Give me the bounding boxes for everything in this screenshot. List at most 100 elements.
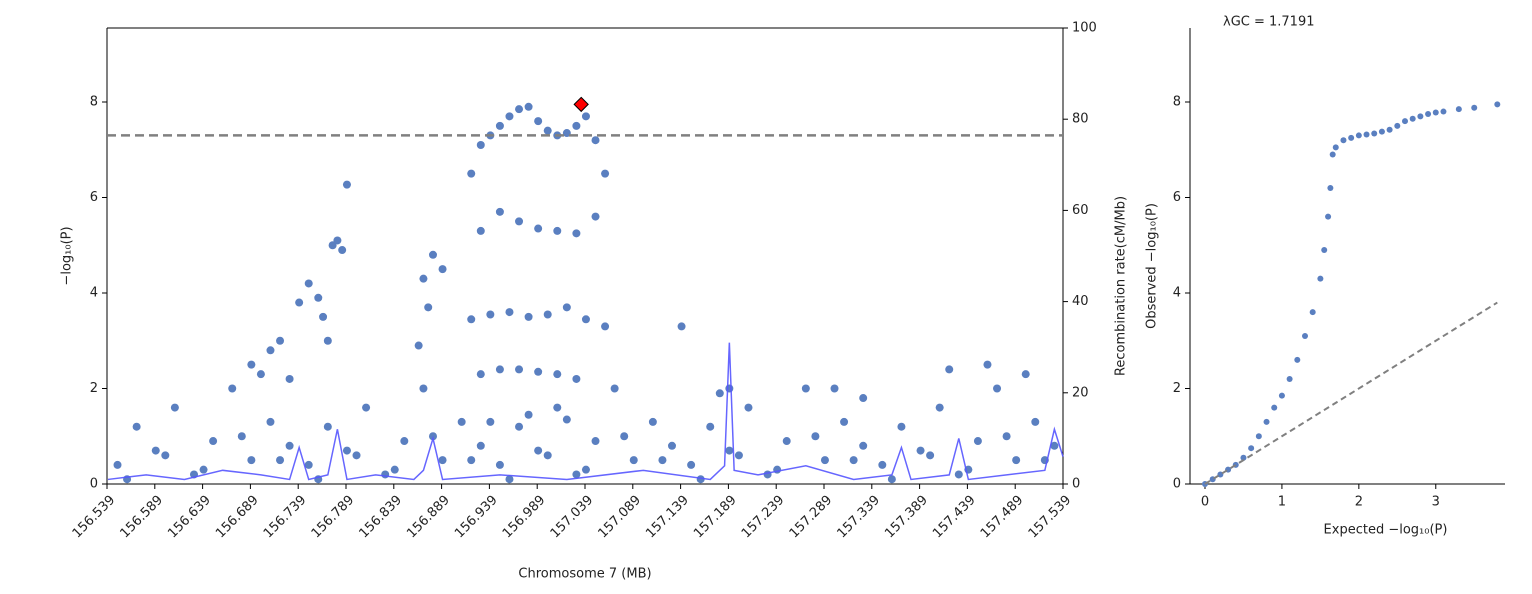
point <box>209 437 218 446</box>
point <box>381 470 390 479</box>
point <box>113 460 122 469</box>
y-tick-label: 2 <box>90 381 98 396</box>
point <box>1255 433 1262 440</box>
point <box>314 293 323 302</box>
x-tick-label: 156.639 <box>165 493 214 542</box>
point <box>505 112 514 121</box>
point <box>1432 109 1439 116</box>
y2-tick-label: 0 <box>1072 477 1080 492</box>
point <box>1325 213 1332 220</box>
point <box>1309 309 1316 316</box>
point <box>1455 106 1462 113</box>
point <box>897 422 906 431</box>
point <box>424 303 433 312</box>
x-tick-label: 157.289 <box>787 493 836 542</box>
point <box>1409 115 1416 122</box>
point <box>1363 131 1370 138</box>
point <box>572 470 581 479</box>
point <box>342 180 351 189</box>
point <box>591 136 600 145</box>
point <box>247 360 256 369</box>
x-tick-label: 156.989 <box>500 493 549 542</box>
y-tick-label: 2 <box>1173 381 1181 396</box>
point <box>534 446 543 455</box>
point <box>553 370 562 379</box>
point <box>859 441 868 450</box>
point <box>591 437 600 446</box>
point <box>495 207 504 216</box>
chart-title: λGC = 1.7191 <box>1223 15 1315 30</box>
reference-line <box>1204 301 1498 485</box>
point <box>562 303 571 312</box>
y2-tick-label: 60 <box>1072 203 1089 218</box>
point <box>849 456 858 465</box>
point <box>581 465 590 474</box>
point <box>390 465 399 474</box>
y2-tick-label: 40 <box>1072 294 1089 309</box>
point <box>323 422 332 431</box>
point <box>352 451 361 460</box>
point <box>1263 418 1270 425</box>
lead-marker <box>573 96 589 113</box>
point <box>1278 392 1285 399</box>
point <box>524 312 533 321</box>
x-tick-label: 157.089 <box>595 493 644 542</box>
point <box>467 456 476 465</box>
point <box>620 432 629 441</box>
point <box>419 384 428 393</box>
point <box>572 374 581 383</box>
x-tick-label: 156.739 <box>261 493 310 542</box>
point <box>1340 137 1347 144</box>
point <box>1031 417 1040 426</box>
point <box>706 422 715 431</box>
x-tick-label: 156.939 <box>452 493 501 542</box>
point <box>1321 247 1328 254</box>
x-tick-label: 1 <box>1278 495 1286 510</box>
point <box>744 403 753 412</box>
y2-tick-label: 100 <box>1072 21 1097 36</box>
point <box>601 322 610 331</box>
point <box>687 460 696 469</box>
y-tick-label: 6 <box>1173 190 1181 205</box>
point <box>476 370 485 379</box>
x-tick-label: 157.339 <box>834 493 883 542</box>
x-tick-label: 157.489 <box>978 493 1027 542</box>
point <box>266 346 275 355</box>
x-tick-label: 156.839 <box>356 493 405 542</box>
point <box>285 441 294 450</box>
point <box>495 460 504 469</box>
point <box>534 117 543 126</box>
point <box>725 446 734 455</box>
x-tick-label: 156.539 <box>70 493 119 542</box>
y-tick-label: 6 <box>90 190 98 205</box>
point <box>515 217 524 226</box>
x-tick-label: 157.189 <box>691 493 740 542</box>
point <box>1471 104 1478 111</box>
point <box>601 169 610 178</box>
point <box>553 226 562 235</box>
point <box>333 236 342 245</box>
point <box>515 422 524 431</box>
y-tick-label: 0 <box>90 477 98 492</box>
point <box>1494 101 1501 108</box>
point <box>763 470 772 479</box>
x-tick-label: 156.789 <box>309 493 358 542</box>
point <box>524 102 533 111</box>
point <box>438 265 447 274</box>
y2-tick-label: 80 <box>1072 112 1089 127</box>
point <box>610 384 619 393</box>
point <box>887 475 896 484</box>
point <box>543 126 552 135</box>
point <box>1440 108 1447 115</box>
x-tick-label: 0 <box>1201 495 1209 510</box>
point <box>228 384 237 393</box>
point <box>467 315 476 324</box>
point <box>1348 134 1355 141</box>
x-axis-label: Expected −log₁₀(P) <box>1324 523 1448 538</box>
point <box>515 105 524 114</box>
point <box>543 310 552 319</box>
point <box>362 403 371 412</box>
point <box>534 367 543 376</box>
point <box>1240 454 1247 461</box>
